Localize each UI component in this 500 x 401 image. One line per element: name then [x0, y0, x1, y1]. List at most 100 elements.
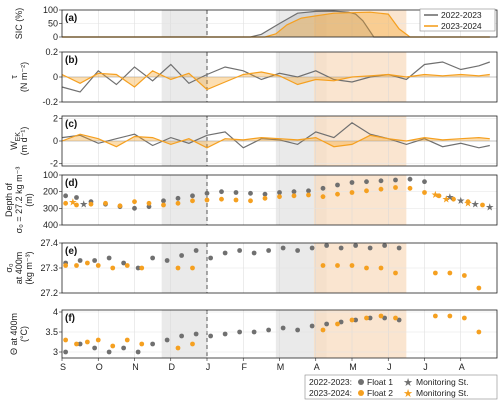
float2-point	[161, 202, 166, 208]
y-axis-label: (kg m⁻³)	[24, 251, 34, 284]
x-tick-label-J: J	[423, 362, 428, 372]
series-line-2022-2023	[62, 10, 490, 38]
float2-point	[320, 327, 326, 333]
float2-point	[277, 194, 282, 200]
x-tick-label-N: N	[132, 362, 139, 372]
float2-point	[175, 345, 181, 351]
float2-point	[110, 343, 116, 349]
legend-row2-label: 2023-2024:	[309, 388, 352, 398]
float2-point	[74, 341, 79, 347]
series-area-2023-2024	[62, 12, 490, 37]
panel-frame	[61, 9, 498, 38]
float1-point	[77, 341, 83, 347]
float1-point	[367, 315, 373, 321]
shaded-period-2	[313, 310, 407, 358]
y-tick-label: 100	[43, 5, 58, 15]
y-tick-label: 0	[53, 72, 58, 82]
float2-point	[407, 185, 413, 191]
float2-point	[349, 263, 355, 268]
float2-point	[422, 190, 427, 195]
float2-point	[393, 315, 398, 321]
float2-point	[74, 202, 79, 208]
float1-point	[222, 331, 228, 337]
float2-point	[190, 341, 195, 347]
x-tick-label-M: M	[277, 362, 285, 372]
y-axis-label: at 400m	[14, 252, 24, 285]
y-tick-label: 300	[43, 203, 58, 213]
float1-point	[349, 180, 355, 185]
float2-point	[476, 285, 482, 291]
float1-point	[132, 205, 137, 211]
y-axis-label: (m d⁻¹)	[19, 127, 29, 156]
float1-point	[121, 260, 127, 266]
panel-label: (f)	[65, 313, 75, 324]
float2-point	[262, 195, 268, 201]
series-line-2023-2024	[61, 133, 490, 149]
legend-float2-marker	[358, 390, 364, 396]
float2-point	[248, 198, 253, 204]
float2-point	[378, 313, 384, 319]
series-line-2023-2024	[62, 11, 490, 38]
float1-point	[175, 195, 181, 201]
y-axis-label: τ	[9, 75, 19, 79]
float2-point	[335, 321, 340, 327]
float1-point	[306, 188, 311, 194]
bottom-legend: 2022-2023: Float 1 ★ Monitoring St. 2023…	[304, 374, 498, 400]
float2-point	[190, 198, 195, 204]
float1-point	[335, 182, 340, 188]
float1-point	[262, 191, 268, 197]
float1-point	[251, 329, 257, 335]
float1-point	[222, 250, 228, 256]
float2-point	[364, 188, 369, 194]
float1-point	[291, 189, 297, 195]
legend-station2-label: Monitoring St.	[416, 388, 468, 398]
float2-point	[63, 200, 69, 206]
float2-point	[306, 192, 311, 198]
panel-a: 100 50 0 (a) SIC (%)	[14, 5, 498, 42]
float1-point	[295, 248, 301, 253]
series-area-2022-2023	[62, 11, 490, 37]
y-tick-label: 400	[43, 220, 58, 230]
y-tick-label: -2	[50, 159, 58, 169]
float1-point	[382, 315, 388, 321]
float2-point	[124, 263, 130, 268]
float1-point	[396, 317, 402, 323]
legend-label-2022-2023: 2022-2023	[441, 10, 482, 20]
float1-point	[208, 333, 214, 339]
float1-point	[74, 195, 79, 200]
y-tick-label: 2	[53, 113, 58, 123]
y-axis-label: σ₀	[4, 263, 14, 273]
x-tick-label-D: D	[169, 362, 176, 372]
y-tick-label: 27.2	[40, 288, 58, 298]
float1-point	[309, 323, 315, 329]
x-tick-label-O: O	[96, 362, 103, 372]
float2-point	[110, 265, 116, 271]
x-tick-label-M: M	[349, 362, 357, 372]
float1-point	[233, 190, 239, 195]
x-tick-label-F: F	[242, 362, 248, 372]
legend-label-2023-2024: 2023-2024	[441, 21, 482, 31]
float2-point	[139, 341, 145, 347]
float2-point	[432, 270, 438, 276]
float1-point	[164, 337, 170, 343]
float2-point	[219, 196, 224, 202]
float1-point	[393, 177, 398, 183]
series-line-2022-2023	[61, 61, 490, 93]
float1-point	[266, 327, 272, 333]
float2-point	[461, 315, 467, 321]
float1-point	[251, 250, 257, 256]
panel-c: 20-2(c)WEK(m d⁻¹)	[9, 113, 498, 169]
float1-point	[324, 243, 330, 248]
float1-point	[237, 248, 243, 253]
monitoring-station-point: ★	[68, 198, 77, 209]
float1-point	[63, 193, 69, 199]
float2-point	[146, 200, 152, 206]
series-area-2023-2024	[62, 134, 490, 148]
float2-point	[124, 337, 130, 343]
float1-point	[135, 265, 141, 271]
float1-point	[266, 248, 272, 253]
float1-point	[179, 333, 185, 339]
float2-point	[335, 191, 340, 197]
float2-point	[349, 190, 355, 195]
